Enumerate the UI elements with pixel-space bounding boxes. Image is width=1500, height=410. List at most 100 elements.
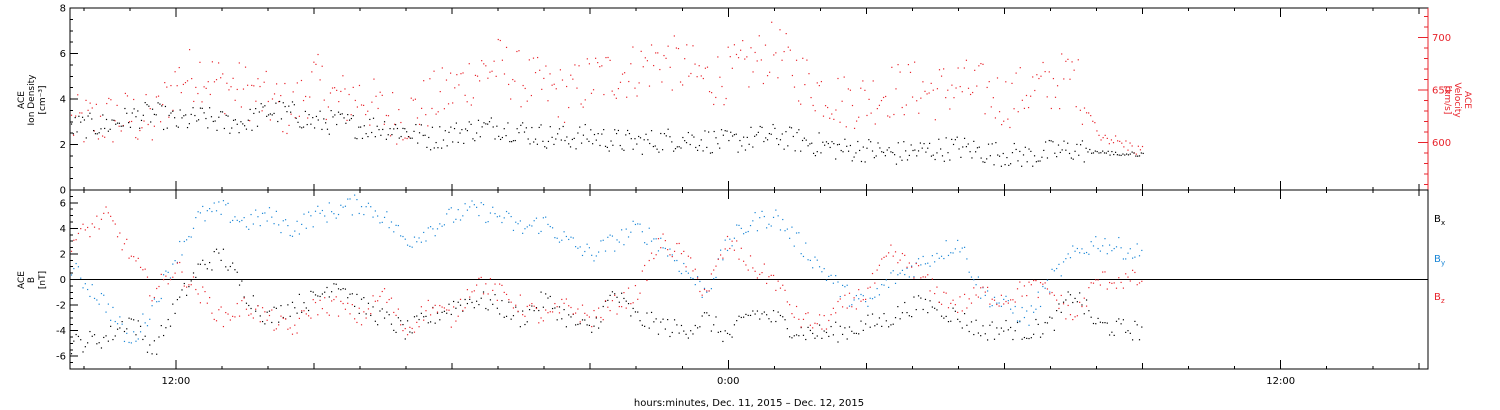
Bz-point (139, 266, 142, 268)
density-point (824, 144, 826, 146)
velocity-point (551, 84, 553, 86)
density-point (545, 147, 548, 149)
Bx-point (920, 297, 922, 299)
density-point (636, 143, 638, 145)
velocity-point (234, 99, 236, 101)
Bz-point (835, 312, 837, 314)
Bz-point (241, 300, 243, 302)
density-point (807, 145, 809, 147)
Bx-point (494, 294, 496, 296)
density-point (949, 159, 951, 161)
Bz-point (524, 315, 526, 317)
By-point (423, 231, 425, 234)
density-point (290, 111, 292, 113)
Bz-point (756, 277, 759, 279)
By-point (549, 225, 551, 228)
By-point (365, 206, 367, 208)
Bx-point (73, 340, 75, 342)
velocity-point (723, 104, 725, 106)
density-point (174, 117, 176, 119)
Bz-point (708, 290, 710, 292)
Bx-point (574, 324, 577, 326)
density-point (310, 123, 312, 125)
By-point (1021, 306, 1023, 309)
density-point (698, 144, 701, 147)
velocity-point (352, 86, 354, 88)
By-point (1079, 252, 1081, 254)
By-point (616, 239, 618, 241)
By-point (579, 246, 581, 248)
Bx-point (1033, 333, 1035, 335)
Bz-point (823, 314, 825, 317)
Bx-point (503, 316, 505, 318)
By-point (738, 224, 740, 226)
density-point (139, 127, 141, 129)
Bz-point (243, 297, 245, 299)
density-point (892, 151, 894, 154)
Bx-point (952, 307, 954, 309)
Bz-point (881, 258, 883, 260)
density-point (571, 138, 573, 141)
density-point (1072, 158, 1074, 160)
density-point (503, 128, 505, 130)
density-point (487, 123, 489, 125)
By-point (508, 212, 510, 214)
Bz-point (1035, 279, 1037, 282)
Bx-point (505, 315, 508, 317)
Bz-point (650, 252, 653, 254)
density-point (91, 118, 93, 120)
density-point (625, 134, 627, 136)
y-tick-label: -2 (56, 301, 66, 312)
By-point (1120, 247, 1122, 249)
velocity-point (1075, 106, 1077, 108)
By-point (333, 213, 335, 215)
density-point (238, 132, 240, 134)
velocity-point (744, 58, 746, 60)
velocity-point (920, 97, 922, 99)
Bz-point (1134, 271, 1136, 274)
velocity-point (276, 83, 278, 85)
Bx-point (812, 332, 814, 335)
Bz-point (482, 293, 485, 295)
Bx-point (911, 316, 913, 318)
Bx-point (777, 311, 779, 313)
density-point (818, 132, 820, 134)
Bx-point (660, 321, 662, 323)
By-point (980, 297, 982, 299)
By-point (655, 238, 657, 240)
Bz-point (1079, 301, 1081, 303)
Bx-point (100, 347, 103, 349)
Bx-point (786, 328, 788, 330)
density-point (411, 137, 413, 139)
By-point (257, 216, 259, 218)
By-point (644, 242, 646, 244)
density-point (1041, 156, 1043, 158)
density-point (244, 125, 246, 127)
Bz-point (911, 266, 913, 268)
density-point (1098, 152, 1100, 154)
velocity-point (578, 65, 580, 67)
Bz-point (598, 307, 600, 309)
By-point (690, 277, 692, 279)
density-point (906, 159, 909, 161)
density-point (792, 135, 794, 138)
By-point (354, 194, 356, 196)
density-point (654, 145, 656, 147)
Bz-point (621, 306, 623, 308)
y2-tick-label: 700 (1432, 33, 1451, 44)
velocity-point (373, 78, 375, 80)
By-point (156, 301, 158, 303)
density-point (1030, 150, 1032, 152)
density-point (240, 121, 242, 123)
By-point (768, 223, 770, 225)
By-point (137, 338, 139, 340)
By-point (501, 221, 503, 224)
density-point (759, 125, 761, 128)
By-point (139, 331, 142, 333)
Bx-point (650, 311, 653, 314)
velocity-point (580, 103, 582, 105)
Bx-point (464, 298, 466, 301)
By-point (805, 242, 807, 244)
Bz-point (278, 324, 280, 326)
Bx-point (386, 311, 388, 313)
